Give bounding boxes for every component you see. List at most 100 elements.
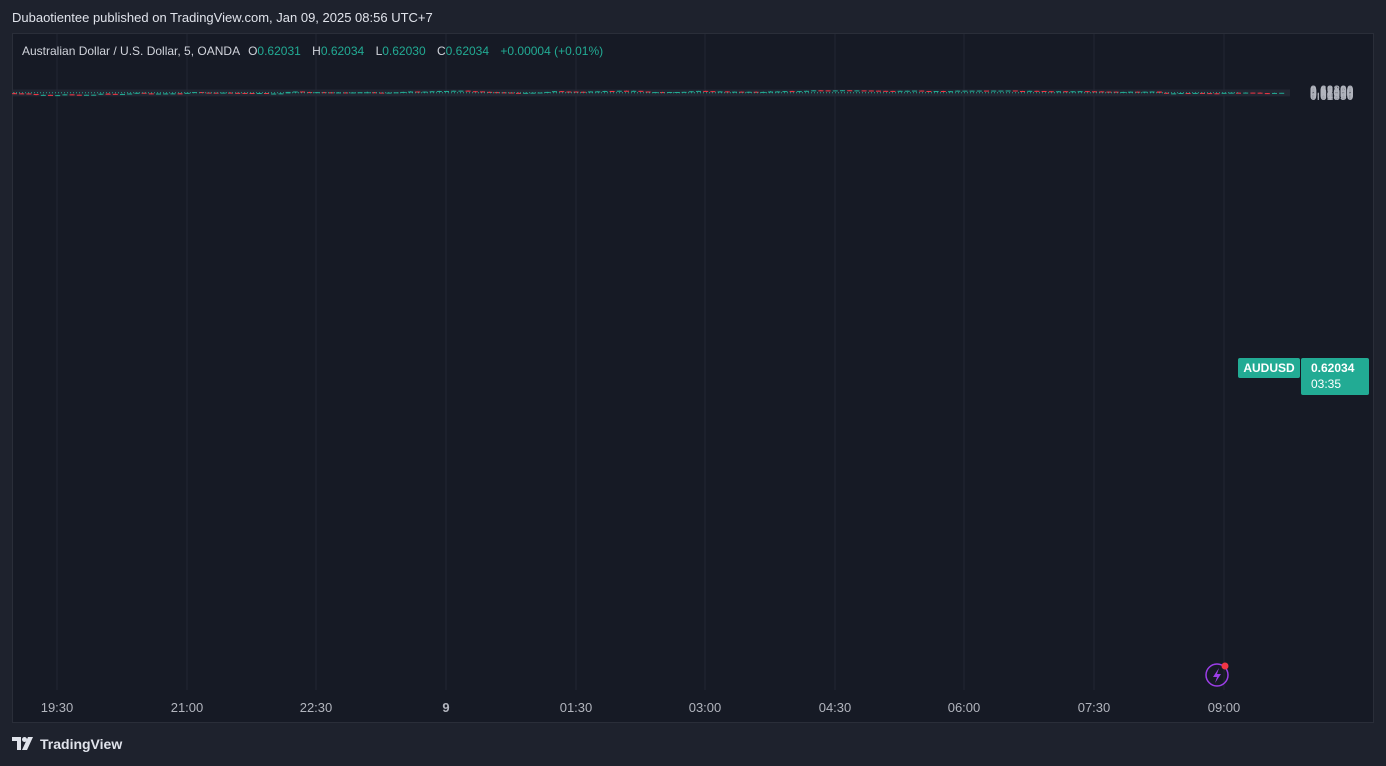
price-tag-value: 0.62034 (1311, 361, 1355, 375)
candle-body (1056, 91, 1061, 93)
candle-body (285, 91, 291, 94)
candle-body (271, 93, 277, 95)
candle-body (1142, 91, 1148, 93)
candle-body (631, 90, 637, 92)
candle-body (184, 92, 190, 94)
candle-body (177, 93, 183, 95)
candle-body (1257, 92, 1263, 94)
price-tag: AUDUSD 0.62034 03:35 (1238, 358, 1369, 395)
candle-body (19, 93, 25, 95)
candle-body (156, 93, 161, 95)
candle-body (372, 92, 377, 94)
price-axis[interactable]: 0.622000.621500.621000.620500.620000.619… (1310, 83, 1354, 103)
candle-body (876, 90, 881, 92)
candle-body (753, 91, 759, 93)
candle-body (616, 90, 622, 92)
candle-body (926, 91, 932, 93)
candle-body (1128, 91, 1133, 93)
candle-body (832, 90, 838, 92)
candle-body (645, 91, 651, 93)
candle-body (897, 90, 903, 92)
y-tick-label: 0.62000 (1310, 86, 1354, 100)
candle-body (609, 91, 615, 93)
candle-body (1236, 92, 1241, 94)
candle-body (249, 93, 255, 95)
candle-body (660, 92, 665, 94)
candle-body (105, 93, 111, 95)
candle-body (976, 90, 982, 92)
candle-body (1135, 91, 1141, 93)
candle-body (667, 92, 673, 94)
candle-body (415, 91, 421, 93)
candle-body (1149, 91, 1155, 93)
candle-body (487, 91, 493, 93)
candle-body (868, 90, 874, 92)
candle-body (552, 91, 557, 93)
chart-frame[interactable] (12, 33, 1374, 723)
candle-body (883, 90, 889, 92)
candle-body (566, 91, 572, 93)
candle-body (739, 91, 745, 93)
time-axis[interactable]: 19:30 21:00 22:30 9 01:30 03:00 04:30 06:00 07:3… (41, 700, 1241, 715)
candle-body (235, 92, 241, 94)
candle-body (278, 93, 284, 95)
candle-body (26, 93, 32, 95)
candle-body (991, 90, 997, 92)
candle-body (710, 91, 716, 93)
candle-body (112, 93, 118, 95)
price-tag-bg (1301, 358, 1369, 395)
y-tick-label: 0.62050 (1310, 86, 1354, 100)
y-tick-label: 0.61950 (1310, 87, 1354, 101)
candle-body (796, 91, 802, 93)
candle-body (573, 91, 579, 93)
candle-body (379, 92, 385, 94)
candle-body (768, 91, 773, 93)
candle-body (357, 92, 363, 94)
candle-body (1243, 92, 1249, 94)
candle-body (501, 92, 507, 94)
candle-body (321, 92, 327, 94)
y-tick-label: 0.62150 (1310, 84, 1354, 98)
x-tick-label: 07:30 (1078, 700, 1111, 715)
candle-body (292, 91, 298, 93)
candle-body (1171, 93, 1177, 95)
candle-body (1027, 90, 1033, 92)
candle-body (588, 91, 593, 93)
close-value: 0.62034 (445, 44, 490, 58)
candle-body (170, 93, 176, 95)
candle-body (465, 90, 471, 92)
candle-body (1048, 91, 1054, 93)
candle-body (33, 94, 39, 96)
tradingview-logo[interactable]: TradingView (12, 736, 122, 752)
candle-body (782, 91, 788, 93)
candle-body (228, 92, 233, 94)
candle-body (955, 90, 961, 92)
candle-body (1264, 93, 1270, 95)
candle-body (523, 92, 529, 94)
candle-body (933, 91, 939, 93)
change-value: +0.00004 (+0.01%) (500, 44, 604, 58)
close-label: C (436, 44, 446, 58)
symbol-title[interactable]: Australian Dollar / U.S. Dollar, 5, OAND… (22, 44, 241, 58)
candle-body (746, 91, 752, 93)
candle-body (451, 90, 457, 92)
candle-body (818, 90, 824, 92)
high-label: H (312, 44, 321, 58)
candle-body (537, 92, 543, 94)
candle-body (242, 92, 248, 94)
candle-body (120, 94, 125, 96)
high-value: 0.62034 (320, 44, 365, 58)
candle-body (681, 91, 687, 93)
candle-body (444, 91, 449, 93)
y-tick-label: 0.61900 (1310, 88, 1354, 102)
candle-body (1200, 92, 1205, 94)
lightning-icon[interactable] (1205, 662, 1229, 687)
candle-body (91, 94, 97, 96)
x-tick-label: 19:30 (41, 700, 74, 715)
x-tick-label: 03:00 (689, 700, 722, 715)
candle-body (1092, 91, 1097, 93)
candle-body (724, 91, 730, 93)
y-tick-label: 0.62200 (1310, 83, 1354, 97)
candle-body (703, 90, 709, 92)
